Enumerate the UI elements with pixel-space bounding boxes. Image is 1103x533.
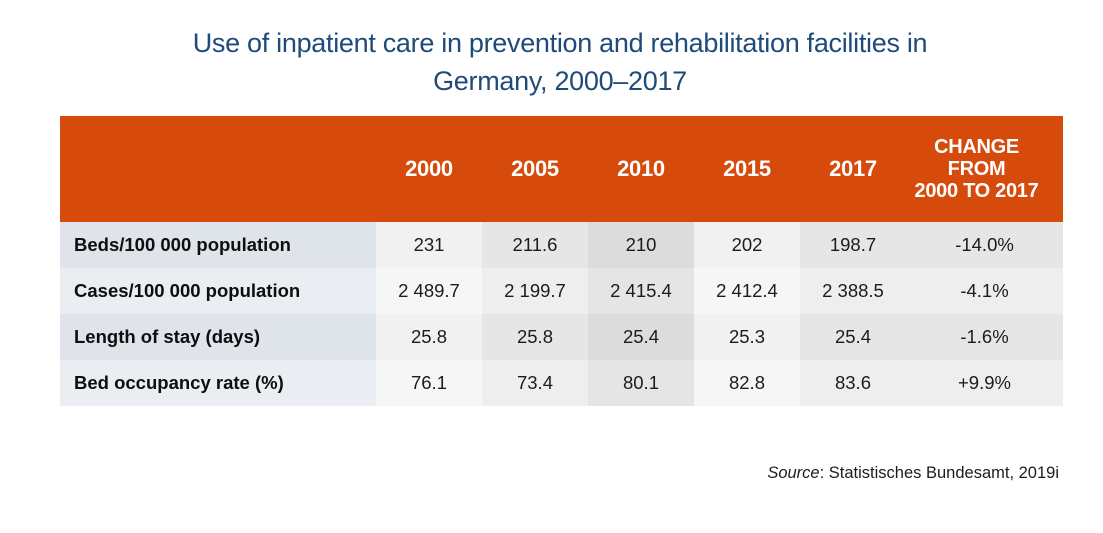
table-row: Bed occupancy rate (%) 76.1 73.4 80.1 82… [60,360,1063,406]
header-year-2005: 2005 [511,156,559,181]
header-year-2010: 2010 [617,156,665,181]
data-table: 2000 2005 2010 2015 2017 CHANGE FROM 200… [60,116,1063,406]
table-cell: 2 489.7 [376,268,482,314]
table-cell: 73.4 [482,360,588,406]
table-cell: 2 415.4 [588,268,694,314]
title-line-1: Use of inpatient care in prevention and … [192,28,928,58]
change-cell: -4.1% [906,268,1063,314]
table-cell: 25.8 [376,314,482,360]
header-year-2000: 2000 [405,156,453,181]
header-year-2017: 2017 [829,156,877,181]
table-cell: 25.4 [588,314,694,360]
change-cell: -14.0% [906,222,1063,268]
row-label: Bed occupancy rate (%) [60,360,376,406]
table-header: 2000 2005 2010 2015 2017 CHANGE FROM 200… [60,116,1063,222]
header-change-line-1: CHANGE FROM [934,136,1019,180]
source-prefix: Source [767,464,820,482]
table-header-row: 2000 2005 2010 2015 2017 CHANGE FROM 200… [60,116,1063,222]
table-cell: 76.1 [376,360,482,406]
table-cell: 210 [588,222,694,268]
table-cell: 198.7 [800,222,906,268]
header-year-2015: 2015 [723,156,771,181]
row-label: Length of stay (days) [60,314,376,360]
table-cell: 2 412.4 [694,268,800,314]
table-cell: 211.6 [482,222,588,268]
table-cell: 202 [694,222,800,268]
header-empty [60,116,376,222]
row-label: Beds/100 000 population [60,222,376,268]
source-note: Source: Statistisches Bundesamt, 2019i [767,464,1059,483]
source-text: : Statistisches Bundesamt, 2019i [819,464,1059,482]
table-cell: 231 [376,222,482,268]
table-cell: 80.1 [588,360,694,406]
table-cell: 82.8 [694,360,800,406]
table-cell: 25.3 [694,314,800,360]
table-cell: 25.4 [800,314,906,360]
header-change-line-2: 2000 TO 2017 [914,180,1039,202]
table-cell: 2 199.7 [482,268,588,314]
page-title: Use of inpatient care in prevention and … [60,24,1060,100]
header-change: CHANGE FROM 2000 TO 2017 [906,116,1063,222]
table-row: Beds/100 000 population 231 211.6 210 20… [60,222,1063,268]
table-cell: 25.8 [482,314,588,360]
row-label: Cases/100 000 population [60,268,376,314]
table-cell: 83.6 [800,360,906,406]
change-cell: +9.9% [906,360,1063,406]
table-cell: 2 388.5 [800,268,906,314]
table-row: Length of stay (days) 25.8 25.8 25.4 25.… [60,314,1063,360]
table-row: Cases/100 000 population 2 489.7 2 199.7… [60,268,1063,314]
table-body: Beds/100 000 population 231 211.6 210 20… [60,222,1063,406]
title-line-2: Germany, 2000–2017 [433,66,687,96]
change-cell: -1.6% [906,314,1063,360]
